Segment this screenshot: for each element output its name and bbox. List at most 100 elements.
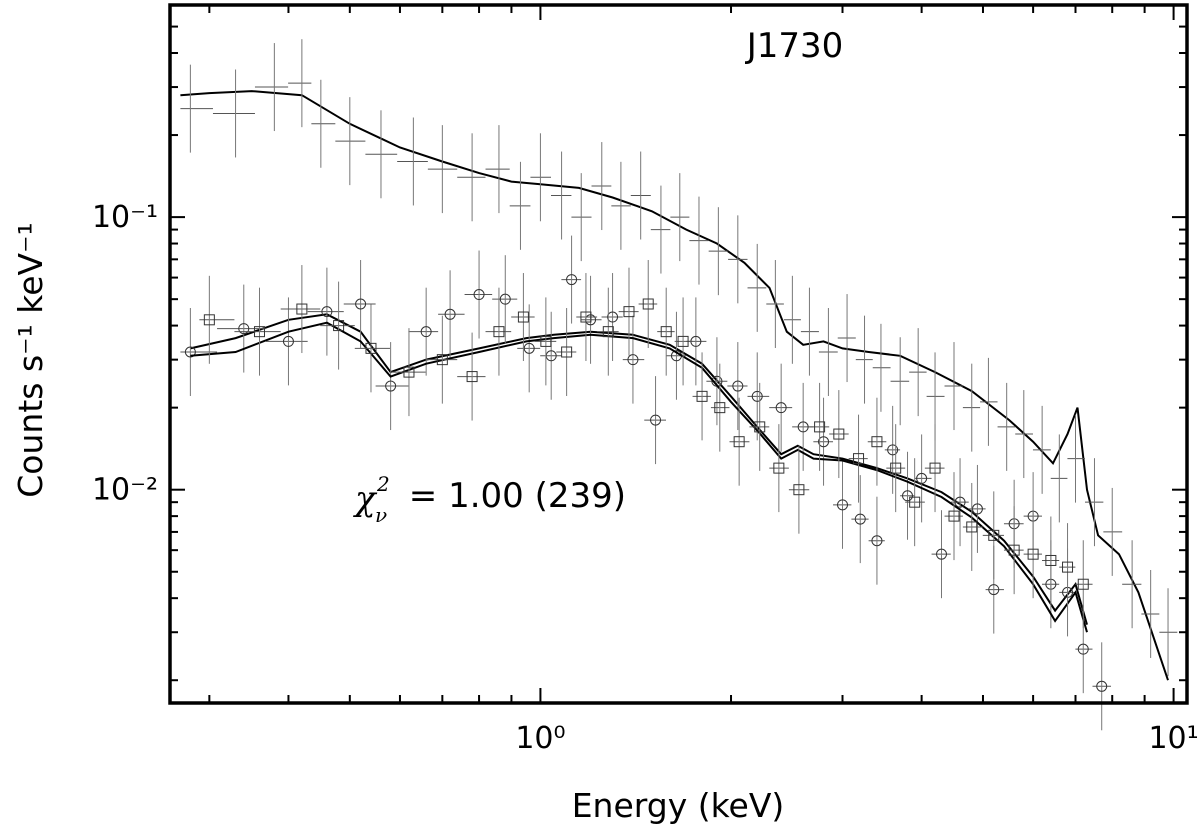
square-marker bbox=[871, 436, 883, 448]
data-point-square bbox=[962, 482, 983, 571]
circle-marker bbox=[954, 496, 966, 508]
square-marker bbox=[988, 529, 1000, 541]
circle-marker bbox=[282, 335, 294, 347]
data-point-circle bbox=[561, 235, 582, 324]
data-point-plus bbox=[335, 97, 366, 186]
data-point-circle bbox=[492, 255, 518, 344]
data-point-plus bbox=[890, 337, 910, 426]
square-marker bbox=[403, 366, 415, 378]
square-marker bbox=[436, 354, 448, 366]
circle-marker bbox=[1096, 680, 1108, 692]
data-point-circle bbox=[343, 260, 376, 348]
data-point-square bbox=[1041, 516, 1060, 605]
circle-marker bbox=[238, 323, 250, 335]
data-point-circle bbox=[266, 297, 308, 386]
data-point-plus bbox=[457, 133, 486, 222]
data-point-plus bbox=[997, 382, 1016, 471]
circle-marker bbox=[818, 436, 830, 448]
square-marker bbox=[1045, 554, 1057, 566]
data-point-circle bbox=[601, 273, 623, 362]
square-marker bbox=[966, 521, 978, 533]
data-point-circle bbox=[375, 342, 409, 431]
data-point-plus bbox=[728, 215, 748, 304]
square-marker bbox=[602, 326, 614, 338]
data-point-square bbox=[280, 265, 321, 354]
circle-marker bbox=[902, 490, 914, 502]
y-tick-label: 10⁻² bbox=[92, 473, 158, 508]
circle-marker bbox=[523, 342, 535, 354]
data-point-plus bbox=[365, 110, 398, 199]
square-marker bbox=[733, 436, 745, 448]
data-point-plus bbox=[1067, 414, 1085, 503]
data-point-square bbox=[556, 308, 577, 396]
model-line-plus bbox=[180, 90, 1169, 681]
data-point-plus bbox=[1103, 487, 1123, 576]
data-point-square bbox=[425, 315, 458, 404]
circle-marker bbox=[797, 421, 809, 433]
series-square bbox=[190, 260, 1093, 633]
x-tick-label: 10⁰ bbox=[515, 721, 565, 756]
data-point-square bbox=[1059, 523, 1076, 612]
square-marker bbox=[642, 298, 654, 310]
data-point-circle bbox=[833, 460, 852, 549]
square-marker bbox=[561, 346, 573, 358]
data-point-plus bbox=[944, 342, 963, 431]
chart-title: J1730 bbox=[745, 26, 844, 66]
data-point-circle bbox=[644, 376, 667, 465]
data-point-square bbox=[867, 397, 887, 486]
data-point-square bbox=[320, 281, 355, 370]
data-point-plus bbox=[1050, 434, 1068, 523]
square-marker bbox=[890, 462, 902, 474]
data-point-square bbox=[729, 397, 750, 486]
square-marker bbox=[677, 335, 689, 347]
square-marker bbox=[833, 428, 845, 440]
x-tick-label: 10¹ bbox=[1148, 721, 1198, 756]
data-point-plus bbox=[1141, 569, 1160, 658]
data-point-plus bbox=[485, 125, 510, 214]
data-point-circle bbox=[813, 397, 834, 486]
circle-marker bbox=[971, 503, 983, 515]
circle-marker bbox=[444, 308, 456, 320]
data-series bbox=[180, 39, 1178, 731]
circle-marker bbox=[321, 306, 333, 318]
data-point-plus bbox=[670, 173, 690, 262]
data-point-square bbox=[692, 352, 711, 441]
circle-marker bbox=[887, 444, 899, 456]
data-point-square bbox=[511, 273, 535, 362]
data-point-plus bbox=[962, 363, 981, 452]
chi-symbol: χ bbox=[353, 479, 378, 519]
data-point-square bbox=[788, 445, 810, 534]
data-point-circle bbox=[884, 405, 901, 494]
square-marker bbox=[253, 326, 265, 338]
data-point-plus bbox=[571, 173, 592, 262]
x-axis-label: Energy (keV) bbox=[572, 786, 785, 825]
square-marker bbox=[814, 421, 826, 433]
data-point-circle bbox=[792, 382, 814, 471]
data-point-plus bbox=[1015, 390, 1033, 479]
chi-square-annotation: χ ν 2 = 1.00 (239) bbox=[353, 472, 626, 527]
data-point-plus bbox=[855, 315, 873, 404]
data-point-plus bbox=[288, 39, 312, 128]
model-line-circle bbox=[190, 313, 1088, 625]
data-point-square bbox=[829, 390, 849, 479]
data-point-circle bbox=[464, 250, 493, 339]
data-point-plus bbox=[800, 287, 819, 376]
data-point-plus bbox=[180, 64, 213, 153]
square-marker bbox=[773, 462, 785, 474]
data-point-square bbox=[710, 363, 730, 452]
circle-marker bbox=[627, 354, 639, 366]
data-point-circle bbox=[769, 363, 793, 452]
data-point-square bbox=[618, 267, 639, 356]
data-point-plus bbox=[689, 196, 709, 285]
circle-marker bbox=[385, 380, 397, 392]
chi-value: = 1.00 (239) bbox=[398, 476, 626, 516]
circle-marker bbox=[751, 390, 763, 402]
square-marker bbox=[714, 402, 726, 414]
data-point-square bbox=[485, 287, 512, 376]
data-point-square bbox=[749, 382, 770, 471]
square-marker bbox=[203, 314, 215, 326]
data-point-square bbox=[905, 458, 925, 547]
data-point-square bbox=[848, 414, 868, 503]
data-point-circle bbox=[622, 315, 645, 404]
data-point-plus bbox=[818, 308, 838, 396]
